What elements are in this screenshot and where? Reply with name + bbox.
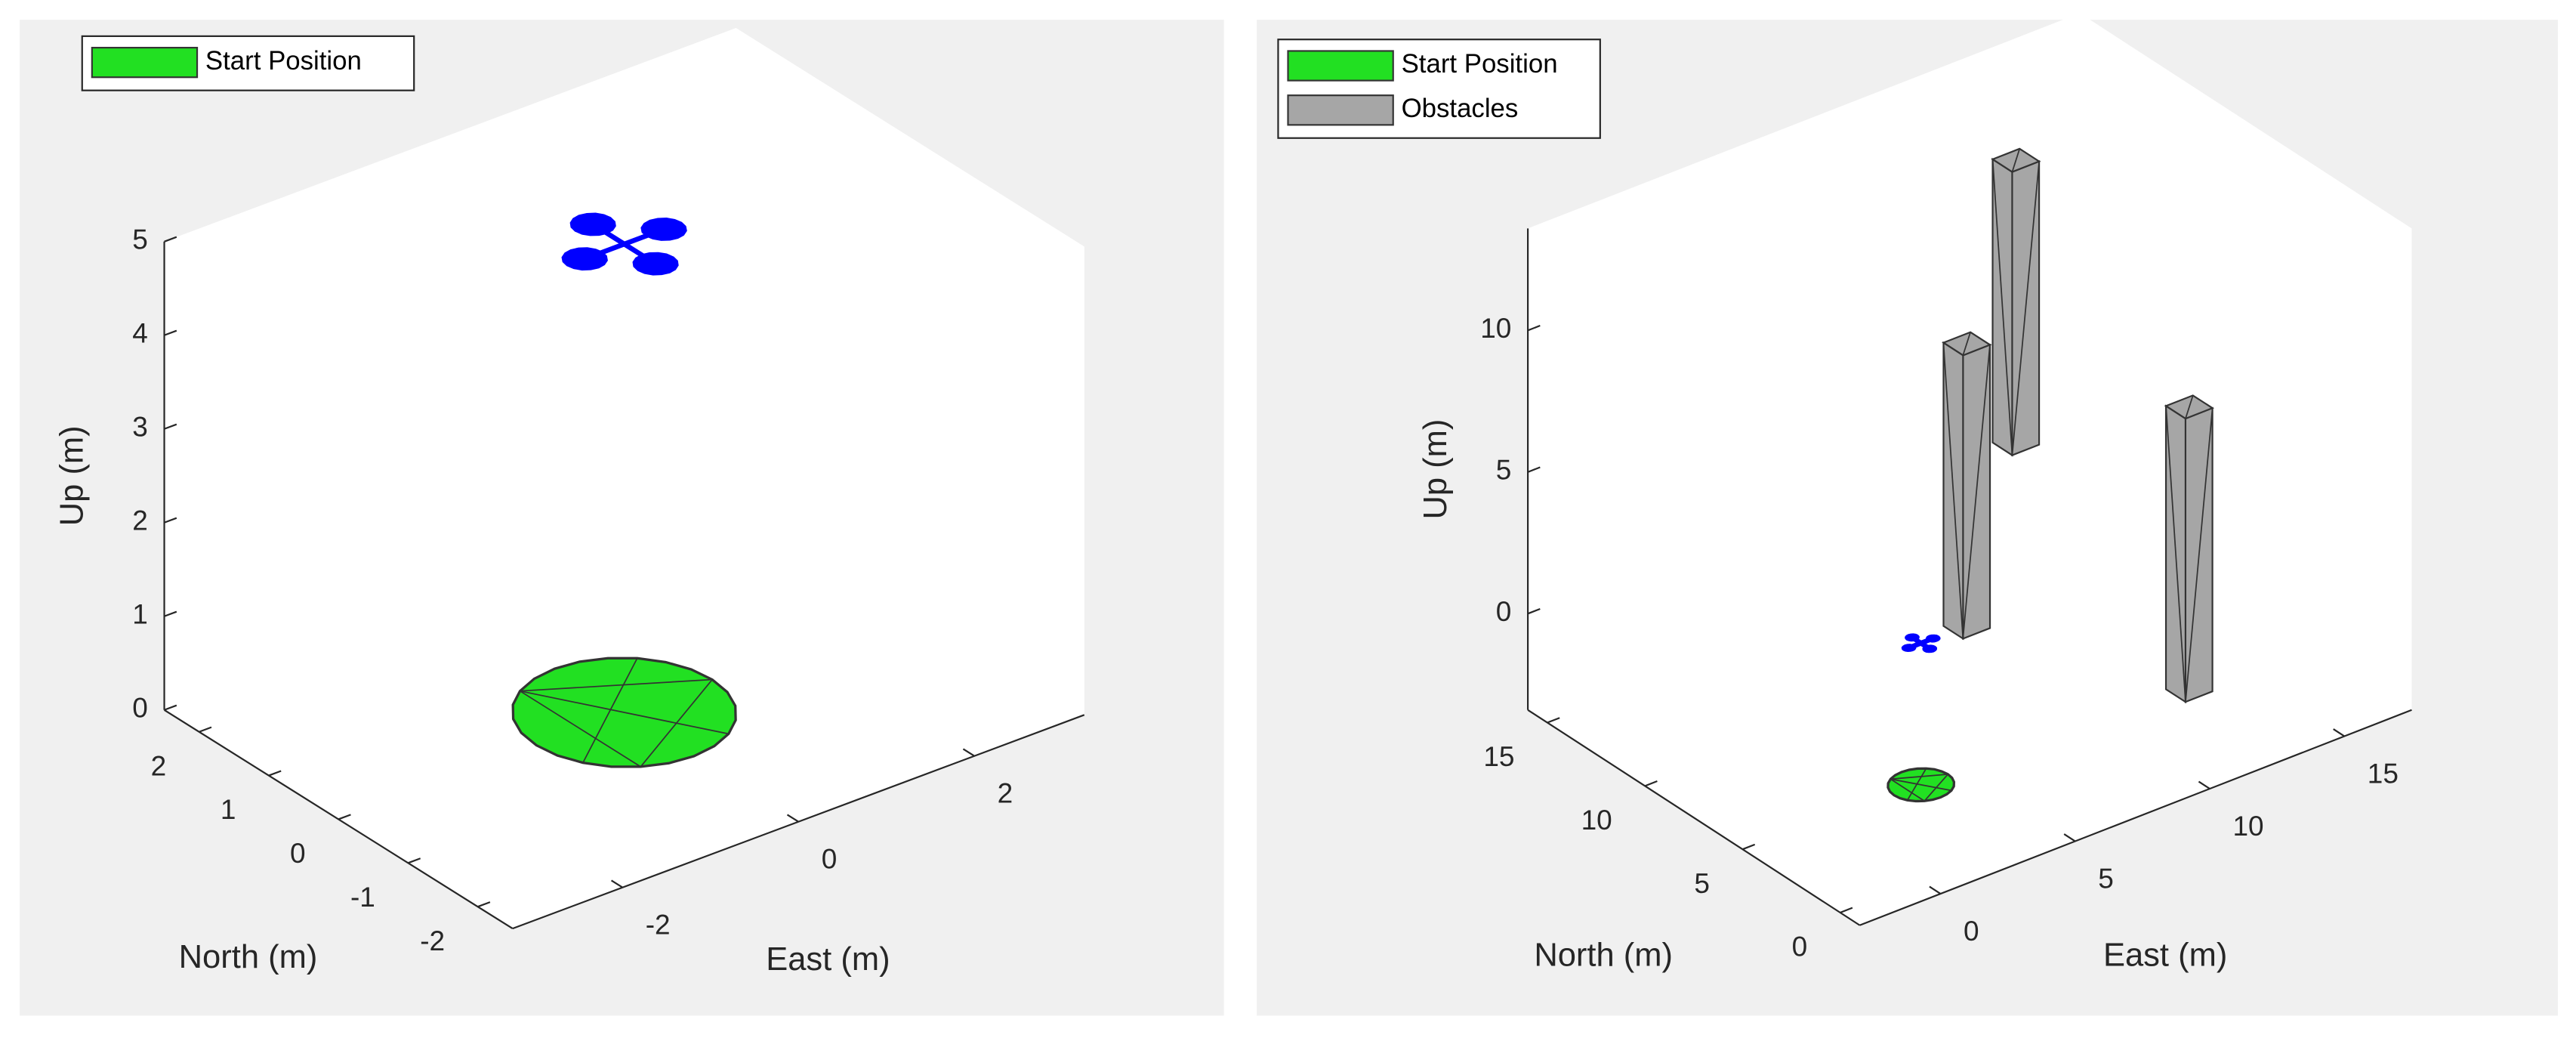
y-tick-label: 10 [1581,805,1612,836]
legend-label: Start Position [1402,49,1558,79]
x-tick [2198,780,2210,789]
start-disk-edge [520,678,713,692]
legend-swatch [1287,50,1394,82]
z-tick [164,610,177,617]
uav-rotor [640,218,687,241]
start-disk-edge [1906,768,1927,801]
obstacle-edge [2165,406,2186,703]
obstacle-edge [1962,332,1971,356]
z-tick-label: 10 [1480,313,1511,344]
x-axis-label: East (m) [2103,938,2227,974]
start-disk-edge [520,690,641,768]
z-tick-label: 5 [1496,455,1512,486]
y-tick [1840,907,1853,914]
z-tick-label: 0 [1496,596,1512,627]
uav [1901,633,1941,653]
obstacle [1991,147,2041,457]
z-tick-label: 4 [132,318,148,349]
start-disk-edge [1890,774,1948,780]
y-tick [477,901,491,908]
x-tick-label: 10 [2233,811,2264,842]
x-axis-label: East (m) [766,941,890,978]
y-axis-label: North (m) [179,939,318,975]
y-tick-label: -1 [350,882,375,913]
x-tick-label: 0 [822,844,838,875]
y-tick [199,726,212,733]
x-tick-label: -2 [646,910,671,941]
obstacle-edge [1942,342,1964,639]
legend-label: Start Position [205,46,362,76]
z-axis-label: Up (m) [1418,419,1454,520]
y-tick [338,814,351,820]
y-axis-label: North (m) [1534,938,1673,974]
x-tick [2063,833,2076,842]
y-tick-label: 1 [221,794,236,825]
start-disk-edge [582,657,638,764]
uav-rotor [1922,644,1937,653]
obstacle-edge [2185,408,2214,703]
z-tick-label: 0 [132,693,148,724]
uav-rotor [569,212,616,236]
x-tick-label: 2 [998,778,1013,809]
x-tick [1929,885,1942,894]
y-tick [1742,843,1756,851]
z-tick [164,236,177,243]
y-tick-label: 0 [1792,931,1808,962]
y-tick [407,857,421,864]
z-tick [1527,325,1541,332]
z-tick [164,329,177,336]
x-tick [610,879,623,888]
x-axis-line [1859,709,2412,926]
y-tick [1644,780,1658,787]
legend-label: Obstacles [1402,94,1519,123]
y-tick-label: 0 [290,838,306,869]
obstacle-edge [2011,161,2040,456]
start-position [511,656,737,768]
axes-background [164,27,1084,929]
x-tick [962,748,975,757]
obstacle-edge [1991,159,2013,456]
z-tick-label: 3 [132,412,148,443]
uav-rotor [561,247,608,271]
uav [561,212,687,276]
y-tick-label: 2 [151,750,167,781]
x-tick [2333,728,2345,737]
z-tick [164,704,177,711]
z-tick-label: 2 [132,505,148,536]
start-disk-edge [520,690,729,735]
uav-rotor [1905,633,1920,642]
z-tick [164,517,177,524]
uav-rotor [632,252,679,276]
y-tick [1547,717,1560,724]
start-position [1886,767,1956,803]
y-tick-label: 15 [1483,741,1514,772]
uav-rotor [1925,634,1941,643]
x-tick [786,814,799,823]
start-disk-edge [1890,778,1925,802]
z-tick [1527,466,1541,473]
y-axis-line [1527,709,1861,926]
z-tick-label: 1 [132,599,148,630]
y-tick-label: 5 [1694,868,1710,899]
x-tick-label: 5 [2098,863,2114,894]
obstacle-edge [1962,344,1991,639]
legend-swatch [1287,94,1394,126]
x-tick-label: 0 [1964,916,1979,947]
obstacle-edge [2011,148,2021,172]
y-tick-label: -2 [420,925,445,956]
z-tick [164,423,177,430]
y-tick [268,770,282,777]
start-disk-edge [1890,778,1952,792]
z-axis-label: Up (m) [54,425,90,526]
uav-rotor [1901,644,1917,652]
obstacle [1942,331,1992,641]
z-tick [1527,607,1541,615]
legend-swatch [91,47,199,79]
z-tick-label: 5 [132,224,148,255]
x-axis-line [512,714,1085,930]
obstacle [2164,394,2214,704]
x-tick-label: 15 [2368,758,2399,789]
obstacle-edge [2185,395,2194,419]
